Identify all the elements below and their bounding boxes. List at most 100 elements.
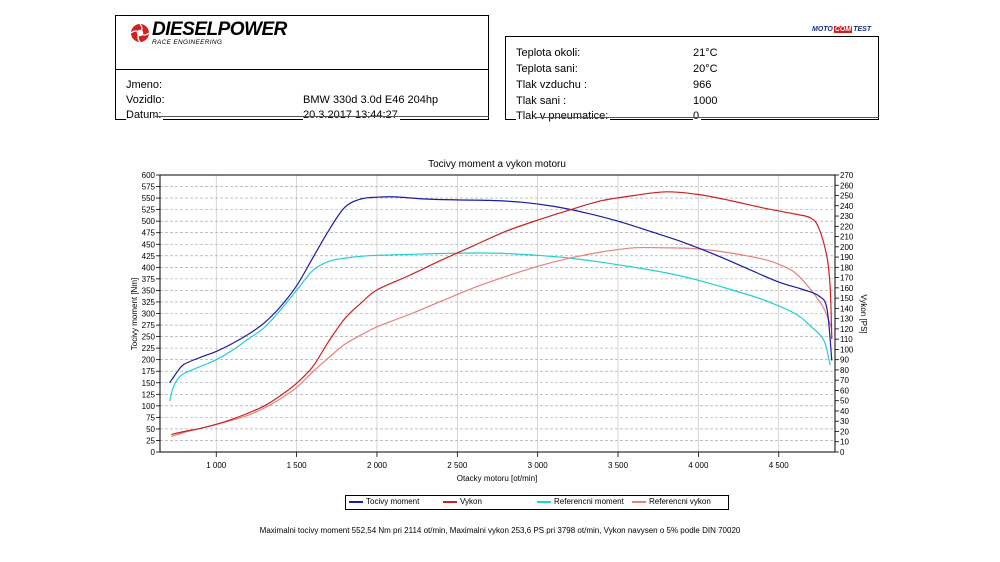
info-label-vehicle: Vozidlo: [126, 94, 165, 106]
y-left-tick-label: 175 [142, 367, 156, 376]
y-left-tick-label: 550 [142, 194, 156, 203]
legend-item-power: Vykon [443, 497, 482, 506]
y-left-tick-label: 425 [142, 252, 156, 261]
y-left-tick-label: 500 [142, 217, 156, 226]
cond-label-ambient: Teplota okoli: [516, 47, 581, 59]
y-right-tick-label: 40 [840, 407, 849, 416]
x-axis-label: Otacky motoru [ot/min] [457, 474, 537, 483]
y-right-tick-label: 200 [840, 243, 854, 252]
x-tick-label: 3 000 [528, 461, 549, 470]
x-tick-label: 2 000 [367, 461, 388, 470]
legend-label-power: Vykon [460, 497, 482, 506]
badge-moto: MOTO [812, 26, 833, 33]
cond-label-intake-pressure: Tlak sani : [516, 95, 567, 107]
x-tick-label: 1 000 [206, 461, 227, 470]
y-right-tick-label: 130 [840, 315, 854, 324]
y-right-tick-label: 180 [840, 263, 854, 272]
y-left-tick-label: 125 [142, 390, 156, 399]
y-axis-left-label: Tocivy moment [Nm] [130, 278, 139, 350]
y-left-tick-label: 150 [142, 379, 156, 388]
y-left-tick-label: 400 [142, 263, 156, 272]
legend-item-ref-torque: Referencni moment [537, 497, 624, 506]
motocomtest-logo: MOTO COM TEST [812, 26, 871, 33]
x-tick-label: 2 500 [447, 461, 468, 470]
cond-value-ambient: 21°C [693, 47, 718, 59]
y-right-tick-label: 100 [840, 345, 854, 354]
y-right-tick-label: 240 [840, 202, 854, 211]
y-right-tick-label: 120 [840, 325, 854, 334]
y-right-tick-label: 230 [840, 212, 854, 221]
y-left-tick-label: 525 [142, 206, 156, 215]
y-left-tick-label: 25 [146, 436, 155, 445]
grid [160, 174, 835, 452]
series-power-line [171, 191, 833, 436]
info-value-vehicle: BMW 330d 3.0d E46 204hp [303, 94, 439, 106]
y-left-tick-label: 300 [142, 310, 156, 319]
y-right-tick-label: 30 [840, 417, 849, 426]
y-left-tick-label: 200 [142, 356, 156, 365]
cond-value-air-pressure: 966 [693, 79, 712, 91]
cond-label-air-pressure: Tlak vzduchu : [516, 79, 587, 91]
vehicle-info-box: Jmeno: Vozidlo: BMW 330d 3.0d E46 204hp … [115, 70, 489, 122]
cond-label-tire-pressure: Tlak v pneumatice: [516, 110, 611, 123]
series [169, 191, 833, 438]
brand-name: DIESELPOWER [152, 19, 287, 40]
y-left-tick-label: 250 [142, 333, 156, 342]
y-right-tick-label: 20 [840, 427, 849, 436]
cond-value-intake-pressure: 1000 [693, 95, 718, 107]
y-right-tick-label: 140 [840, 304, 854, 313]
y-right-tick-label: 80 [840, 366, 849, 375]
y-left-tick-label: 275 [142, 321, 156, 330]
y-axis-right-label: Vykon [PS] [859, 294, 868, 333]
x-tick-label: 1 500 [287, 461, 308, 470]
y-right-tick-label: 210 [840, 233, 854, 242]
series-ref-torque-line [169, 252, 831, 402]
series-torque-line [169, 196, 833, 384]
legend-item-ref-power: Referencni vykon [632, 497, 711, 506]
info-value-date: 20.3.2017 13:44:27 [303, 109, 400, 122]
y-left-tick-label: 75 [146, 413, 155, 422]
legend-swatch-ref-power [632, 500, 646, 503]
y-right-tick-label: 0 [840, 448, 845, 457]
y-right-tick-label: 250 [840, 192, 854, 201]
y-right-tick-label: 190 [840, 253, 854, 262]
cond-label-intake: Teplota sani: [516, 63, 578, 75]
summary-footer: Maximalni tocivy moment 552,54 Nm pri 21… [259, 526, 741, 535]
y-left-tick-label: 375 [142, 275, 156, 284]
y-right-tick-label: 270 [840, 171, 854, 180]
y-right-tick-label: 60 [840, 386, 849, 395]
chart-legend: Tocivy moment Vykon Referencni moment Re… [345, 495, 729, 510]
legend-label-ref-power: Referencni vykon [649, 497, 711, 506]
axes: 0255075100125150175200225250275300325350… [142, 171, 854, 470]
cond-value-tire-pressure: 0 [693, 110, 702, 123]
y-left-tick-label: 50 [146, 425, 155, 434]
turbo-icon [130, 23, 150, 43]
date-underline [155, 116, 489, 117]
y-left-tick-label: 325 [142, 298, 156, 307]
x-tick-label: 4 500 [769, 461, 790, 470]
dieselpower-logo: DIESELPOWER RACE ENGINEERING [130, 19, 330, 51]
y-right-tick-label: 90 [840, 356, 849, 365]
y-right-tick-label: 10 [840, 438, 849, 447]
y-left-tick-label: 0 [151, 448, 156, 457]
y-left-tick-label: 600 [142, 171, 156, 180]
legend-swatch-power [443, 500, 457, 503]
brand-subtitle: RACE ENGINEERING [152, 39, 223, 46]
y-left-tick-label: 575 [142, 183, 156, 192]
legend-label-ref-torque: Referencni moment [554, 497, 624, 506]
y-left-tick-label: 225 [142, 344, 156, 353]
y-left-tick-label: 100 [142, 402, 156, 411]
info-label-name: Jmeno: [126, 79, 163, 91]
y-right-tick-label: 50 [840, 397, 849, 406]
y-left-tick-label: 350 [142, 286, 156, 295]
y-right-tick-label: 220 [840, 222, 854, 231]
y-right-tick-label: 110 [840, 335, 853, 344]
legend-label-torque: Tocivy moment [366, 497, 420, 506]
chart-title: Tocivy moment a vykon motoru [428, 159, 566, 170]
y-left-tick-label: 475 [142, 229, 156, 238]
y-right-tick-label: 260 [840, 181, 854, 190]
legend-swatch-torque [349, 500, 363, 503]
x-tick-label: 4 000 [688, 461, 709, 470]
y-right-tick-label: 160 [840, 284, 854, 293]
